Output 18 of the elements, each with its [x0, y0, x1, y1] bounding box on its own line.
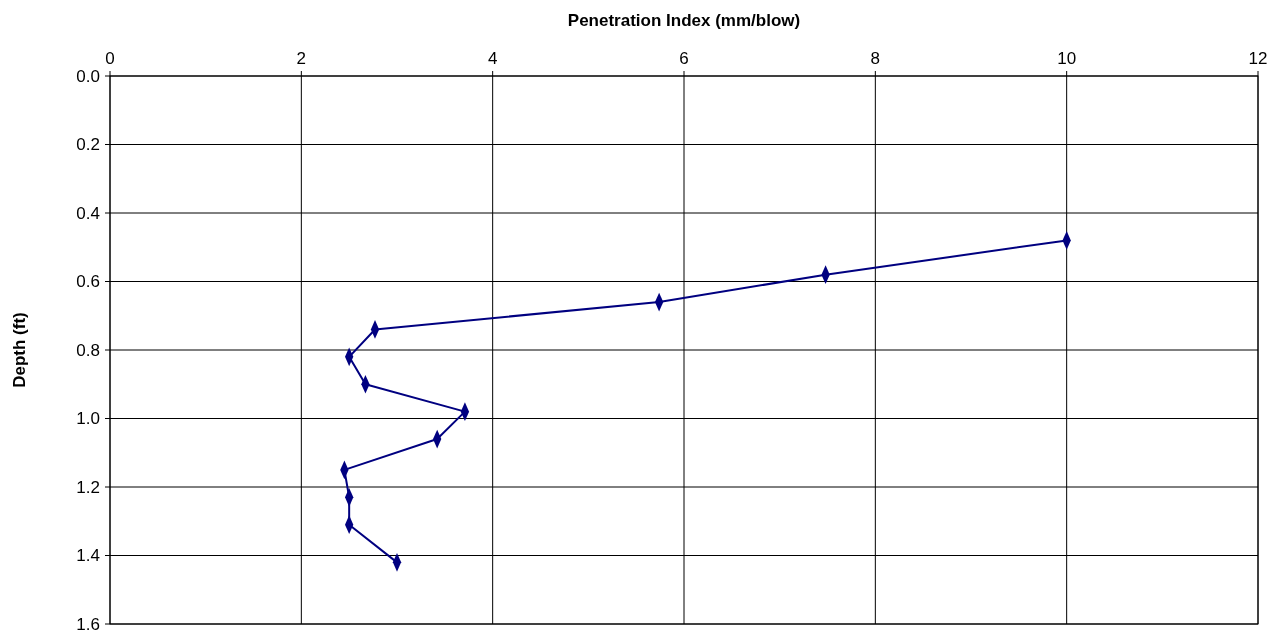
x-tick-label: 10 [1057, 49, 1077, 68]
x-tick-label: 0 [105, 49, 115, 68]
y-tick-label: 1.2 [76, 477, 100, 497]
y-tick-label: 1.4 [76, 546, 100, 565]
x-tick-label: 2 [296, 49, 307, 68]
x-tick-label: 12 [1248, 49, 1268, 68]
y-tick-label: 0.4 [76, 203, 100, 223]
y-axis-title: Depth (ft) [10, 312, 29, 388]
x-tick-label: 4 [487, 49, 498, 68]
x-tick-label: 6 [679, 49, 689, 68]
x-tick-label: 8 [870, 49, 881, 68]
y-tick-label: 1.0 [76, 409, 100, 428]
y-tick-label: 0.6 [76, 272, 100, 291]
y-tick-label: 1.6 [76, 614, 100, 634]
y-tick-label: 0.0 [76, 66, 100, 86]
y-tick-label: 0.2 [76, 135, 100, 154]
x-axis-title: Penetration Index (mm/blow) [567, 11, 801, 30]
y-tick-label: 0.8 [76, 340, 100, 360]
